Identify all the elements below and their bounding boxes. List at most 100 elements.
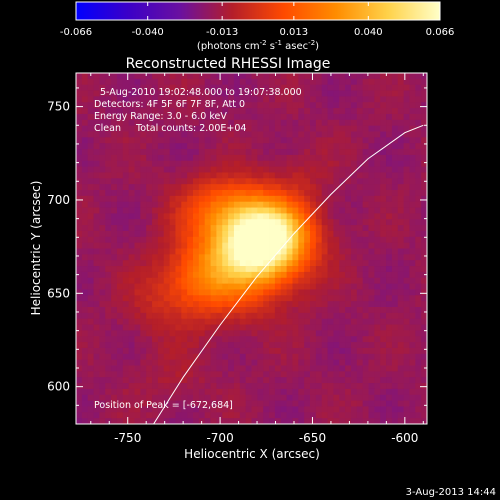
heatmap-cell <box>310 289 317 296</box>
heatmap-cell <box>122 125 130 132</box>
heatmap-cell <box>304 78 311 86</box>
heatmap-cell <box>152 383 159 390</box>
heatmap-cell <box>245 406 252 413</box>
heatmap-cell <box>304 108 311 115</box>
heatmap-cell <box>350 125 358 132</box>
heatmap-cell <box>76 307 83 314</box>
heatmap-cell <box>233 371 241 378</box>
heatmap-cell <box>111 324 118 331</box>
heatmap-cell <box>204 330 211 337</box>
heatmap-cell <box>397 295 404 302</box>
heatmap-cell <box>368 418 375 424</box>
heatmap-cell <box>134 143 141 150</box>
heatmap-cell <box>345 412 352 419</box>
heatmap-cell <box>198 295 206 302</box>
heatmap-cell <box>134 254 141 261</box>
heatmap-cell <box>415 90 422 97</box>
heatmap-cell <box>356 236 364 244</box>
heatmap-cell <box>251 271 258 279</box>
heatmap-cell <box>333 277 340 284</box>
heatmap-cell <box>421 236 427 244</box>
heatmap-cell <box>380 277 387 284</box>
heatmap-cell <box>111 400 118 407</box>
heatmap-cell <box>274 277 282 284</box>
heatmap-cell <box>409 377 416 384</box>
heatmap-cell <box>350 113 358 121</box>
heatmap-cell <box>315 324 323 331</box>
heatmap-cell <box>280 137 287 144</box>
heatmap-cell <box>403 178 410 185</box>
heatmap-cell <box>380 266 387 273</box>
heatmap-cell <box>315 312 323 320</box>
heatmap-cell <box>187 301 194 308</box>
heatmap-cell <box>157 149 165 156</box>
heatmap-cell <box>239 266 247 273</box>
heatmap-cell <box>128 388 135 396</box>
heatmap-cell <box>315 277 323 284</box>
heatmap-cell <box>210 190 217 197</box>
heatmap-cell <box>286 207 293 214</box>
heatmap-cell <box>93 330 100 337</box>
heatmap-cell <box>216 400 223 407</box>
heatmap-cell <box>204 236 211 244</box>
heatmap-cell <box>239 154 247 162</box>
heatmap-cell <box>304 301 311 308</box>
heatmap-cell <box>368 160 375 167</box>
heatmap-cell <box>391 406 399 413</box>
heatmap-cell <box>257 266 264 273</box>
heatmap-cell <box>181 84 188 91</box>
heatmap-cell <box>116 359 124 366</box>
heatmap-cell <box>81 102 89 109</box>
heatmap-cell <box>269 78 276 86</box>
heatmap-cell <box>310 277 317 284</box>
heatmap-cell <box>222 213 229 220</box>
heatmap-cell <box>391 137 399 144</box>
heatmap-cell <box>298 207 305 214</box>
heatmap-cell <box>321 154 328 162</box>
heatmap-cell <box>204 342 211 349</box>
heatmap-cell <box>397 248 404 255</box>
heatmap-cell <box>140 400 147 407</box>
heatmap-cell <box>228 248 235 255</box>
heatmap-cell <box>333 242 340 249</box>
heatmap-cell <box>257 271 264 279</box>
heatmap-cell <box>76 125 83 132</box>
heatmap-cell <box>122 236 130 244</box>
clean-counts-text: Clean Total counts: 2.00E+04 <box>94 123 246 134</box>
heatmap-cell <box>391 312 399 320</box>
heatmap-cell <box>310 365 317 372</box>
heatmap-cell <box>222 131 229 138</box>
heatmap-cell <box>233 400 241 407</box>
heatmap-cell <box>169 342 176 349</box>
heatmap-cell <box>146 149 153 156</box>
heatmap-cell <box>99 412 106 419</box>
heatmap-cell <box>304 84 311 91</box>
heatmap-cell <box>403 307 410 314</box>
heatmap-cell <box>333 248 340 255</box>
heatmap-cell <box>274 102 282 109</box>
heatmap-cell <box>216 184 223 191</box>
heatmap-cell <box>350 330 358 337</box>
heatmap-cell <box>216 236 223 244</box>
heatmap-cell <box>99 383 106 390</box>
heatmap-cell <box>315 347 323 355</box>
heatmap-cell <box>169 324 176 331</box>
heatmap-cell <box>409 283 416 290</box>
heatmap-cell <box>175 353 182 361</box>
heatmap-cell <box>146 102 153 109</box>
heatmap-cell <box>146 78 153 86</box>
heatmap-cell <box>374 184 381 191</box>
heatmap-cell <box>152 236 159 244</box>
heatmap-cell <box>87 143 94 150</box>
heatmap-cell <box>169 78 176 86</box>
heatmap-cell <box>415 377 422 384</box>
heatmap-cell <box>409 383 416 390</box>
heatmap-cell <box>152 307 159 314</box>
heatmap-cell <box>81 277 89 284</box>
heatmap-cell <box>111 254 118 261</box>
heatmap-cell <box>391 336 399 343</box>
heatmap-cell <box>76 73 83 80</box>
heatmap-cell <box>175 201 182 208</box>
heatmap-cell <box>146 119 153 127</box>
heatmap-cell <box>321 418 328 424</box>
